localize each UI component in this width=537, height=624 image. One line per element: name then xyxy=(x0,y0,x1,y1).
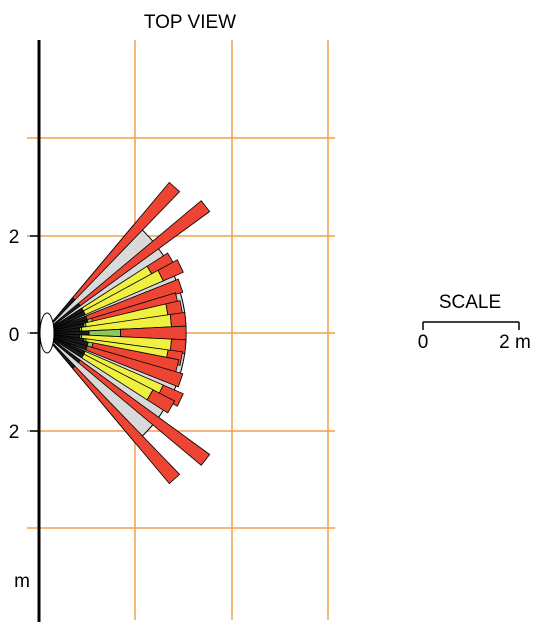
beam-16-segment-red xyxy=(42,332,181,485)
beam-7-segment-red xyxy=(169,311,187,328)
beam-15-segment-red xyxy=(42,332,211,466)
beam-1-segment-red xyxy=(42,200,211,334)
axis-unit-label: m xyxy=(14,571,30,592)
scale-title: SCALE xyxy=(439,292,501,313)
diagram-title: TOP VIEW xyxy=(144,12,236,33)
scale-end-label: 2 m xyxy=(499,332,531,353)
beam-0-segment-red xyxy=(42,181,181,334)
scale-start-label: 0 xyxy=(418,332,429,353)
beam-3-segment-red xyxy=(157,259,184,282)
tick-label-lower: 2 xyxy=(9,422,20,443)
tick-label-center: 0 xyxy=(9,325,20,346)
scale-bar: SCALE 0 2 m xyxy=(418,292,531,353)
beam-14-segment-red xyxy=(146,389,176,414)
tick-label-upper: 2 xyxy=(9,227,20,248)
sensor-icon xyxy=(39,312,55,354)
detection-beams xyxy=(42,181,211,485)
